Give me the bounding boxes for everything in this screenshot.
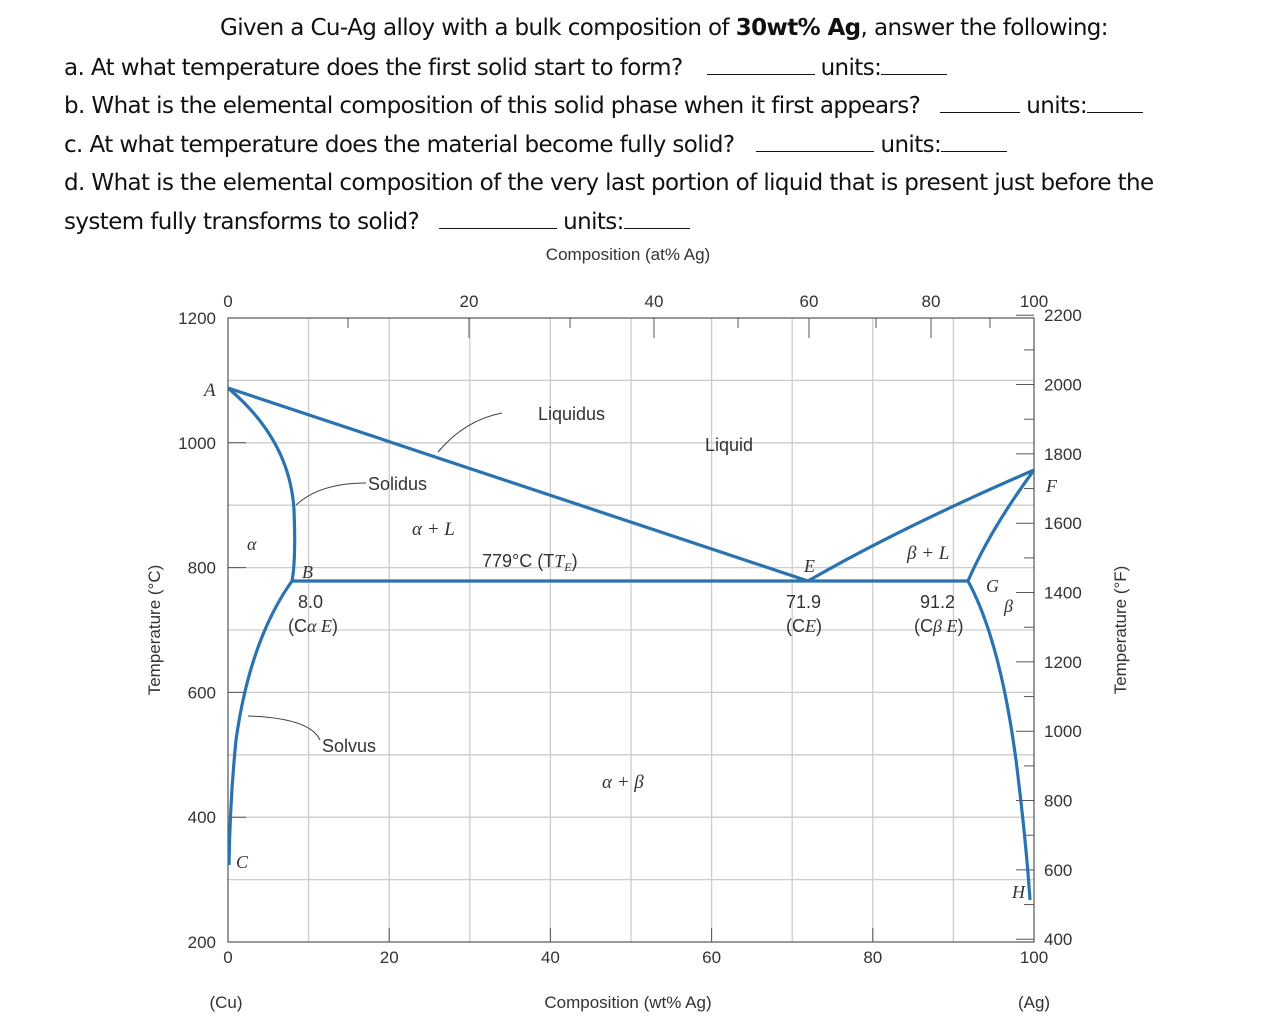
question-d-text-2: system fully transforms to solid? [64,209,420,235]
bottom-tick-label: 40 [541,948,560,967]
solidus-label: Solidus [368,474,427,494]
c-e-value: 71.9 [786,592,821,612]
beta-l-label: β + L [906,543,949,564]
alpha-l-label: α + L [412,519,455,540]
question-c: c. At what temperature does the material… [64,131,1013,158]
cu-label: (Cu) [209,993,242,1012]
point-h: H [1011,882,1026,902]
bottom-tick-label: 0 [223,948,232,967]
liquidus-alpha-line [227,386,809,583]
right-tick-label: 600 [1044,861,1072,880]
c-beta-e-label: (Cβ E) [914,616,963,636]
point-f: F [1045,476,1058,496]
right-tick-label: 1000 [1044,722,1082,741]
right-tick-label: 1200 [1044,653,1082,672]
point-e: E [803,556,815,576]
left-tick-label: 600 [188,683,216,702]
right-axis-label: Temperature (°F) [1111,566,1130,695]
answer-a-blank[interactable] [706,54,815,75]
units-a-blank[interactable] [881,54,948,75]
eutectic-temp-label: 779°C (TTE) [482,551,578,574]
alpha-beta-label: α + β [602,772,644,793]
beta-label: β [1003,596,1013,616]
liquidus-arrow [437,412,503,453]
question-d-text: d. What is the elemental composition of … [64,170,1154,196]
units-label: units: [820,55,882,81]
point-c: C [236,852,249,872]
top-tick-label: 20 [460,292,479,311]
question-d-cont: system fully transforms to solid? units: [64,208,696,235]
alpha-label: α [247,534,257,554]
left-tick-label: 400 [188,808,216,827]
question-a: a. At what temperature does the first so… [64,54,953,81]
solvus-label: Solvus [322,736,376,756]
solidus-arrow [295,482,367,506]
intro-text-end: , answer the following: [860,15,1109,41]
bulk-composition: 30wt% Ag [735,15,861,41]
units-b-blank[interactable] [1087,92,1143,113]
solvus-arrow [247,715,321,741]
grid [228,318,1034,942]
point-a: A [202,380,216,401]
right-tick-label: 2200 [1044,306,1082,325]
solidus-beta-line [966,469,1036,582]
liquidus-beta-line [807,468,1035,583]
left-tick-label: 1000 [178,434,216,453]
left-tick-label: 800 [188,559,216,578]
liquidus-label: Liquidus [538,404,605,424]
intro-text: Given a Cu-Ag alloy with a bulk composit… [220,15,736,41]
question-b-text: b. What is the elemental composition of … [64,93,921,119]
c-beta-e-value: 91.2 [920,592,955,612]
solvus-alpha-line [227,580,294,866]
right-tick-label: 800 [1044,792,1072,811]
solvus-beta-line [966,580,1032,901]
c-e-label: (CE) [786,616,822,636]
bottom-tick-label: 20 [380,948,399,967]
top-tick-label: 100 [1020,292,1048,311]
question-d: d. What is the elemental composition of … [64,170,1154,196]
bottom-tick-label: 100 [1020,948,1048,967]
top-tick-label: 80 [922,292,941,311]
left-tick-label: 200 [188,933,216,952]
question-c-text: c. At what temperature does the material… [64,132,735,158]
units-label: units: [1026,93,1087,119]
question-b: b. What is the elemental composition of … [64,92,1149,119]
liquid-label: Liquid [705,435,753,455]
right-tick-label: 1800 [1044,445,1082,464]
bottom-tick-label: 80 [863,948,882,967]
top-tick-label: 60 [800,292,819,311]
right-tick-label: 1600 [1044,514,1082,533]
question-intro: Given a Cu-Ag alloy with a bulk composit… [220,15,1109,41]
c-alpha-e-value: 8.0 [298,592,323,612]
left-tick-label: 1200 [178,309,216,328]
bottom-tick-label: 60 [702,948,721,967]
answer-c-blank[interactable] [756,131,875,152]
units-d-blank[interactable] [623,208,690,229]
plot-frame [227,317,1035,943]
units-label: units: [880,132,942,158]
point-g: G [986,576,999,596]
top-axis-label: Composition (at% Ag) [546,245,710,264]
units-label: units: [563,209,624,235]
ag-label: (Ag) [1018,993,1050,1012]
units-c-blank[interactable] [941,131,1008,152]
right-tick-label: 400 [1044,930,1072,949]
solidus-alpha-line [226,386,297,582]
right-tick-label: 1400 [1044,584,1082,603]
question-a-text: a. At what temperature does the first so… [64,55,683,81]
right-tick-label: 2000 [1044,376,1082,395]
answer-d-blank[interactable] [439,208,558,229]
ticks: 0 20 40 60 80 1000 20 40 60 80 1001200100080060040… [178,292,1082,967]
bottom-axis-label: Composition (wt% Ag) [544,993,711,1012]
top-tick-label: 40 [645,292,664,311]
answer-b-blank[interactable] [940,92,1021,113]
point-b: B [302,562,313,582]
c-alpha-e-label: (Cα E) [288,616,338,636]
top-tick-label: 0 [223,292,232,311]
left-axis-label: Temperature (°C) [145,565,164,696]
